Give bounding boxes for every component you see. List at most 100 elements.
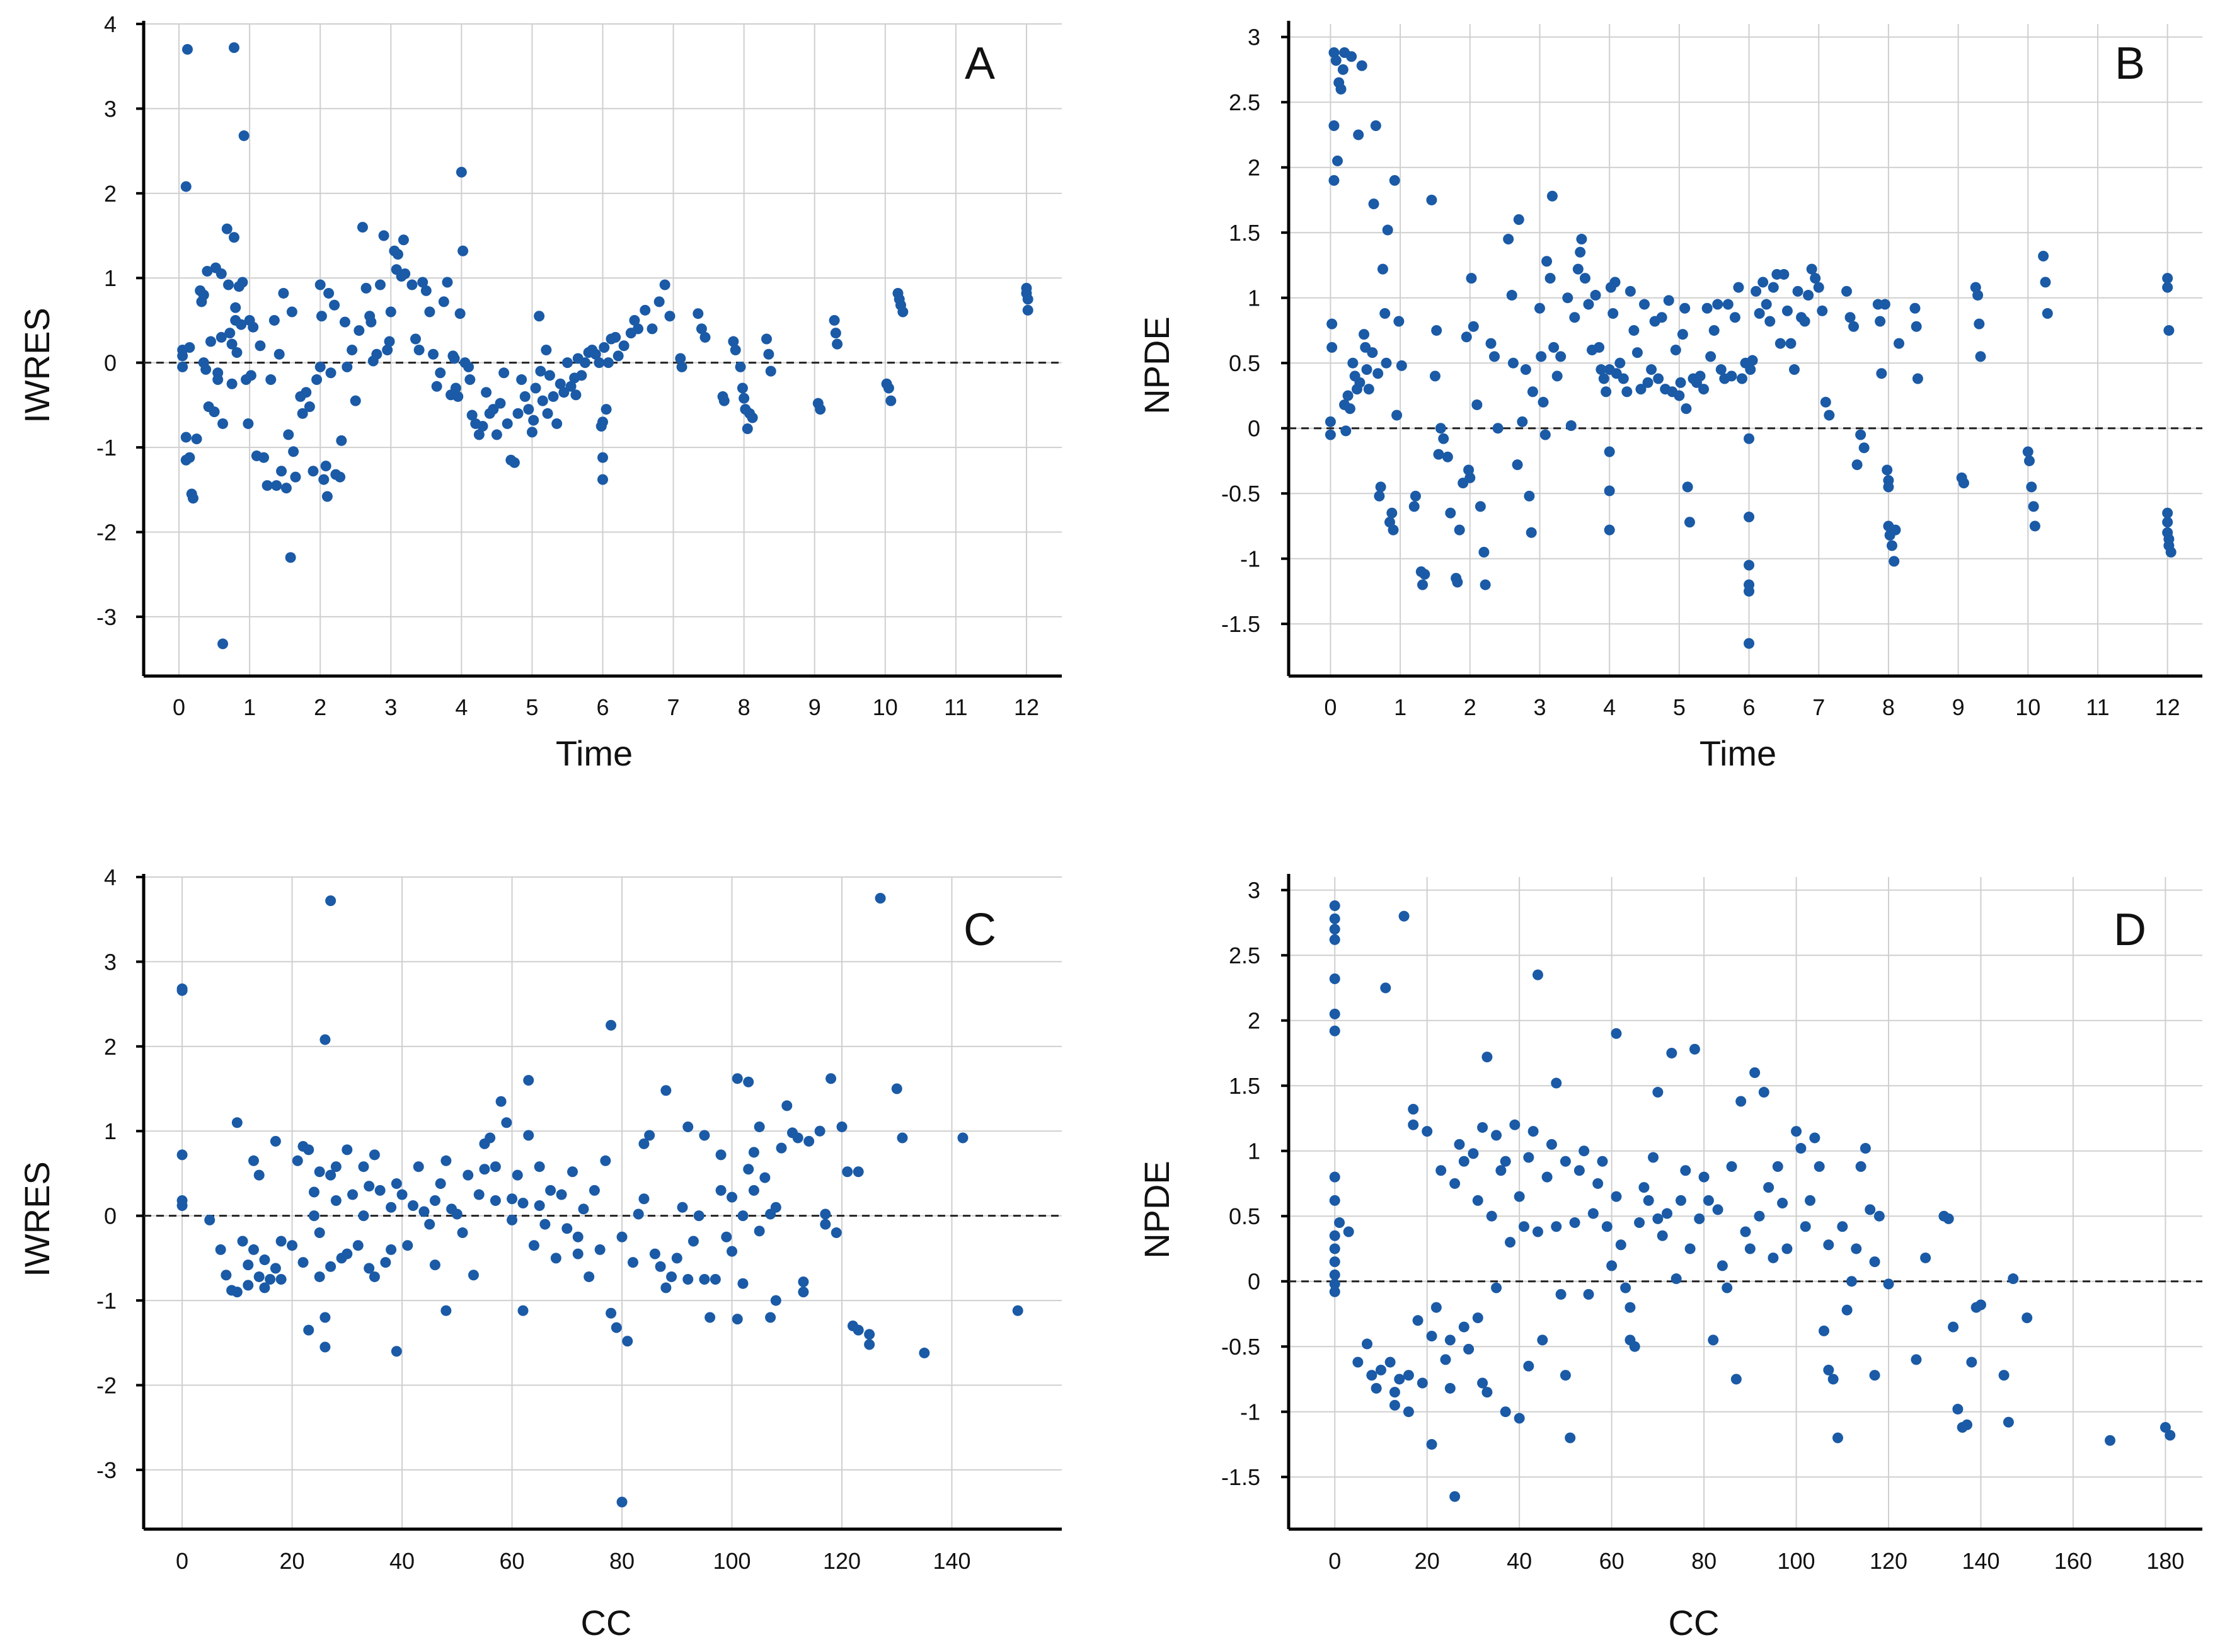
panel-b-data-point — [1736, 373, 1747, 384]
panel-a-data-point — [477, 420, 488, 432]
panel-d-data-point — [1394, 1374, 1405, 1385]
panel-d-y-tick-label: -0.5 — [1221, 1334, 1260, 1360]
panel-c-points — [176, 893, 1023, 1508]
panel-b-x-tick-label: 4 — [1603, 694, 1616, 720]
panel-b-data-point — [1389, 175, 1400, 186]
panel-c-data-point — [836, 1121, 848, 1133]
panel-c-data-point — [495, 1096, 507, 1107]
panel-b-data-point — [1744, 511, 1755, 522]
panel-b-data-point — [1681, 403, 1692, 415]
panel-a-data-point — [450, 382, 461, 394]
panel-c-data-point — [705, 1312, 716, 1323]
panel-a-data-point — [245, 370, 256, 381]
panel-c-data-point — [770, 1295, 781, 1306]
panel-c-data-point — [638, 1138, 650, 1149]
panel-a-data-point — [248, 321, 259, 333]
panel-a-data-point — [417, 277, 428, 288]
panel-d-data-point — [1795, 1143, 1807, 1154]
panel-a-data-point — [180, 181, 192, 192]
panel-c-data-point — [358, 1161, 369, 1173]
panel-a-data-point — [221, 223, 233, 234]
panel-b: B Time NPDE 0 1 2 3 4 5 6 7 8 9 10 11 12-1.5-1-0.500… — [1137, 21, 2202, 773]
panel-d-data-point — [1495, 1165, 1507, 1176]
panel-c-data-point — [396, 1189, 408, 1200]
panel-c-data-point — [463, 1169, 474, 1181]
panel-a-data-point — [378, 230, 389, 241]
panel-c-data-point — [545, 1185, 556, 1196]
panel-b-data-point — [1788, 364, 1800, 376]
panel-b-data-point — [1975, 351, 1986, 362]
panel-c-data-point — [342, 1248, 353, 1259]
panel-a-data-point — [230, 302, 241, 313]
panel-d-points — [1329, 900, 2176, 1502]
panel-a-data-point — [599, 341, 610, 353]
panel-a-data-point — [498, 367, 510, 379]
panel-a-data-point — [406, 279, 418, 290]
panel-b-data-point — [1958, 478, 1969, 489]
panel-a-data-point — [191, 433, 202, 445]
panel-d-data-point — [1722, 1282, 1733, 1293]
panel-c-data-point — [820, 1219, 831, 1230]
panel-d-data-point — [1398, 910, 1410, 922]
panel-b-data-point — [1642, 377, 1653, 388]
panel-a-data-point — [329, 299, 340, 311]
panel-b-data-point — [1492, 423, 1504, 434]
panel-a-data-point — [530, 382, 541, 394]
panel-a-data-point — [579, 357, 590, 369]
panel-a-data-point — [548, 391, 559, 402]
panel-a-data-point — [435, 367, 446, 379]
panel-d-data-point — [1791, 1126, 1802, 1137]
panel-b-data-point — [1785, 338, 1797, 349]
panel-b-data-point — [1712, 299, 1723, 310]
panel-c-data-point — [853, 1324, 864, 1336]
panel-d-data-point — [1597, 1156, 1608, 1167]
panel-c-y-tick-label: 4 — [104, 864, 117, 890]
panel-a-data-point — [205, 336, 216, 347]
panel-d-data-point — [1860, 1143, 1871, 1154]
panel-c-data-point — [292, 1155, 303, 1166]
panel-b-y-tick-label: 1.5 — [1229, 220, 1260, 246]
panel-d-y-tick-label: 1.5 — [1229, 1073, 1260, 1099]
panel-b-y-tick-label: 2.5 — [1229, 89, 1260, 115]
panel-d-x-tick-label: 20 — [1415, 1548, 1440, 1574]
panel-a-data-point — [463, 361, 474, 372]
panel-b-x-tick-label: 6 — [1743, 694, 1756, 720]
panel-a-data-point — [311, 374, 323, 386]
panel-b-data-point — [1974, 318, 1985, 330]
panel-b-data-point — [1367, 347, 1378, 359]
panel-c-x-title: CC — [581, 1603, 632, 1643]
panel-b-data-point — [1722, 299, 1734, 310]
panel-a-data-point — [374, 279, 386, 290]
panel-b-data-point — [1744, 559, 1755, 571]
panel-a-data-point — [226, 338, 238, 350]
panel-b-data-point — [1408, 501, 1420, 512]
panel-c-data-point — [528, 1240, 539, 1251]
panel-b-y-tick-label: 3 — [1248, 25, 1260, 50]
panel-c-data-point — [374, 1185, 386, 1196]
panel-c-data-point — [737, 1210, 749, 1222]
panel-b-data-point — [1372, 368, 1384, 379]
panel-c-y-title: IWRES — [17, 1161, 57, 1277]
panel-c-data-point — [682, 1121, 694, 1133]
panel-c-data-point — [176, 1149, 188, 1161]
panel-b-x-tick-label: 3 — [1533, 694, 1546, 720]
panel-c-data-point — [677, 1202, 688, 1213]
panel-d-data-point — [1329, 1243, 1340, 1254]
panel-b-data-point — [1468, 321, 1479, 332]
panel-c-data-point — [633, 1208, 644, 1220]
panel-b-data-point — [1544, 273, 1556, 284]
panel-d-data-point — [1818, 1325, 1829, 1336]
panel-b-x-tick-label: 11 — [2086, 694, 2109, 720]
panel-a-data-point — [659, 279, 670, 290]
panel-a-data-point — [209, 406, 220, 418]
panel-d-data-point — [1343, 1226, 1354, 1237]
panel-c-y-tick-label: -1 — [96, 1288, 117, 1314]
panel-d-data-point — [1800, 1221, 1811, 1232]
panel-b-data-point — [1729, 312, 1740, 323]
panel-c-data-point — [380, 1257, 391, 1268]
panel-b-data-point — [1381, 357, 1392, 369]
panel-a-data-point — [290, 471, 301, 483]
panel-b-data-point — [1377, 263, 1388, 275]
panel-a-x-tick-label: 0 — [173, 694, 185, 720]
panel-a-data-point — [597, 474, 608, 485]
